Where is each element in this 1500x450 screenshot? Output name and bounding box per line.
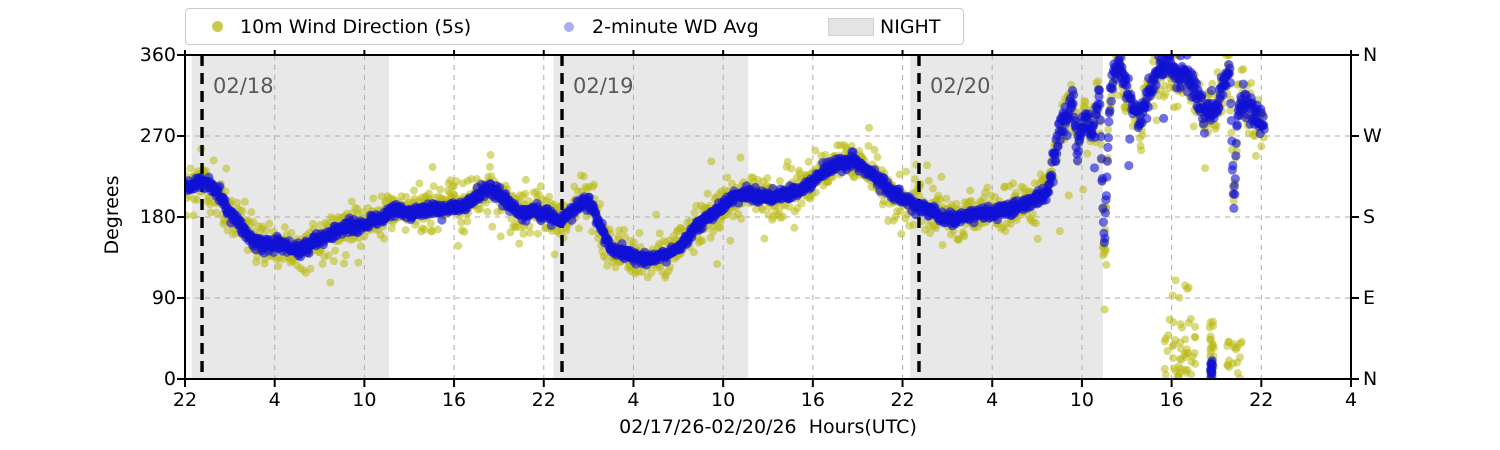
x-tick-label: 16 xyxy=(800,389,825,411)
y-tick-label-compass: W xyxy=(1363,125,1382,147)
legend-item-wd-avg: 2-minute WD Avg xyxy=(552,9,759,44)
legend-item-wind-direction: 10m Wind Direction (5s) xyxy=(200,9,471,44)
x-tick-label: 16 xyxy=(1159,389,1184,411)
legend-label-wd-avg: 2-minute WD Avg xyxy=(592,15,759,38)
x-tick-label: 4 xyxy=(627,389,640,411)
y-axis-label: Degrees xyxy=(101,175,123,255)
legend-item-night: NIGHT xyxy=(828,9,940,44)
x-tick-label: 22 xyxy=(172,389,198,411)
y-tick-label-degrees: 360 xyxy=(139,44,176,66)
x-tick-label: 22 xyxy=(531,389,556,411)
day-boundary-label: 02/19 xyxy=(573,74,634,98)
x-tick-label: 10 xyxy=(711,389,736,411)
x-tick-label: 22 xyxy=(1249,389,1274,411)
legend-handle xyxy=(200,21,234,32)
x-tick-label: 16 xyxy=(441,389,467,411)
x-tick-label: 4 xyxy=(986,389,999,411)
legend-label-night: NIGHT xyxy=(880,15,941,38)
legend-handle xyxy=(552,21,586,32)
blue-scatter-marker-icon xyxy=(564,21,574,32)
y-tick-label-degrees: 90 xyxy=(151,287,176,309)
day-boundary-label: 02/20 xyxy=(929,74,991,98)
y-tick-label-compass: N xyxy=(1363,44,1378,66)
yellow-scatter-marker-icon xyxy=(211,21,223,32)
x-axis-label: 02/17/26-02/20/26 Hours(UTC) xyxy=(619,416,917,438)
y-tick-label-degrees: 180 xyxy=(139,206,176,228)
y-tick-label-compass: S xyxy=(1363,206,1376,228)
y-tick-label-compass: N xyxy=(1363,368,1378,390)
night-shading-swatch-icon xyxy=(828,17,874,36)
y-tick-label-compass: E xyxy=(1363,287,1376,309)
day-boundary-label: 02/18 xyxy=(213,74,274,98)
y-tick-label-degrees: 0 xyxy=(163,368,176,390)
x-tick-label: 10 xyxy=(1069,389,1095,411)
x-tick-label: 22 xyxy=(890,389,915,411)
x-tick-label: 10 xyxy=(352,389,377,411)
x-tick-label: 4 xyxy=(1344,389,1358,411)
legend-label-wind-direction: 10m Wind Direction (5s) xyxy=(240,15,472,38)
y-tick-label-degrees: 270 xyxy=(139,125,176,147)
x-tick-label: 4 xyxy=(268,389,281,411)
legend-box: 10m Wind Direction (5s) 2-minute WD Avg … xyxy=(185,8,964,45)
